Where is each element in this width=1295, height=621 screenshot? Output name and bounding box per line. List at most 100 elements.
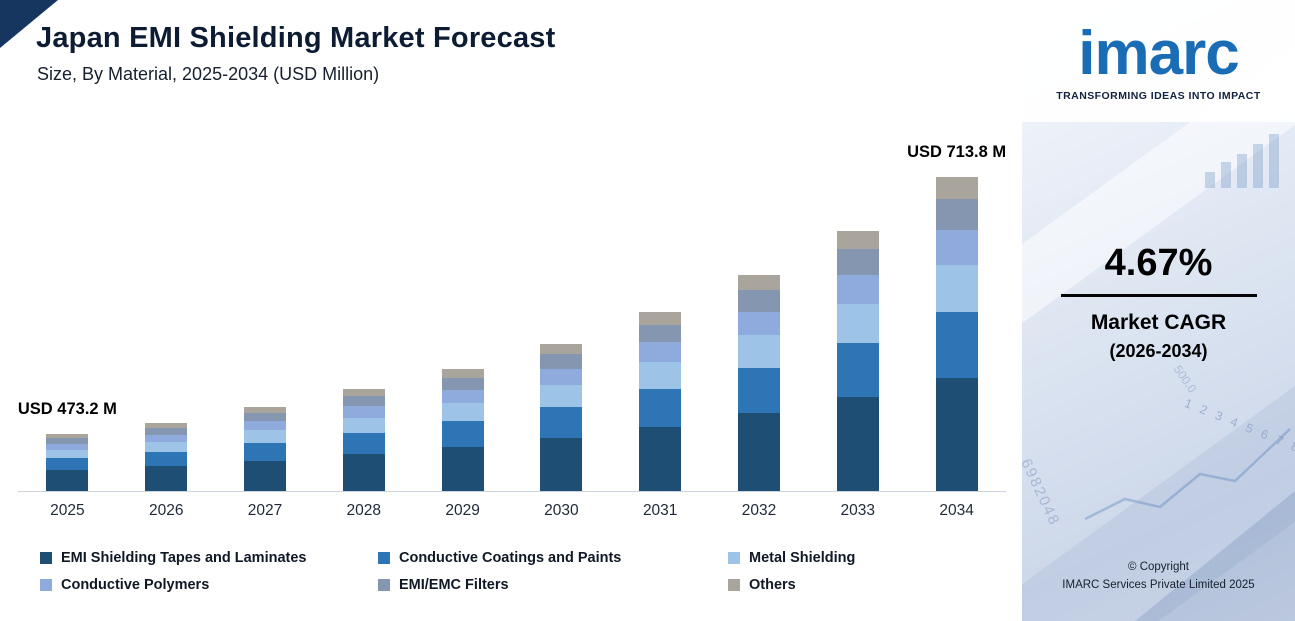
decor-numbers: 6982048: [1022, 456, 1064, 529]
bar-segment-emi-emc-filters: [243, 412, 286, 422]
legend-item-metal-shielding: Metal Shielding: [728, 550, 1005, 566]
bar-segment-emi-shielding-tapes-and-laminates: [441, 447, 484, 491]
bar-segment-conductive-coatings-and-paints: [540, 407, 583, 439]
bar-segment-others: [737, 275, 780, 291]
bar-segment-others: [145, 423, 188, 428]
decor-numbers: 500.0: [1170, 362, 1200, 396]
cagr-period: (2026-2034): [1109, 341, 1208, 361]
page-title: Japan EMI Shielding Market Forecast: [36, 22, 556, 54]
bar-segment-conductive-polymers: [243, 421, 286, 431]
legend-label: Others: [749, 577, 796, 593]
legend-label: EMI/EMC Filters: [399, 577, 509, 593]
decor-line-chart-icon: [1085, 428, 1291, 521]
bar-segment-metal-shielding: [46, 449, 89, 459]
legend-label: Metal Shielding: [749, 550, 856, 566]
bar-segment-conductive-coatings-and-paints: [441, 421, 484, 448]
stacked-bar-2031: [639, 312, 682, 491]
chart: USD 473.2 M USD 713.8 M 2025 2026 2027 2028 2…: [18, 140, 1006, 520]
bar-segment-conductive-coatings-and-paints: [737, 367, 780, 414]
imarc-logo-block: imarc TRANSFORMING IDEAS INTO IMPACT: [1022, 0, 1295, 122]
bar-cell-2029: [413, 140, 512, 491]
imarc-tagline: TRANSFORMING IDEAS INTO IMPACT: [1056, 89, 1261, 102]
stacked-bar-2028: [342, 389, 385, 491]
x-tick-2033: 2033: [840, 502, 876, 519]
bar-segment-emi-emc-filters: [639, 324, 682, 343]
bar-cell-2031: [611, 140, 710, 491]
bar-segment-conductive-polymers: [836, 275, 879, 304]
bar-segment-conductive-polymers: [540, 368, 583, 386]
bar-cell-2028: [314, 140, 413, 491]
x-tick-2031: 2031: [642, 502, 678, 519]
cagr-label: Market CAGR: [1090, 311, 1227, 334]
bar-segment-conductive-polymers: [342, 406, 385, 418]
stacked-bar-2032: [737, 275, 780, 491]
bar-segment-emi-emc-filters: [540, 354, 583, 369]
bar-segment-others: [342, 389, 385, 397]
x-tick-2029: 2029: [445, 502, 480, 519]
bar-segment-emi-shielding-tapes-and-laminates: [540, 438, 583, 491]
bar-segment-others: [441, 369, 484, 378]
bar-segment-conductive-polymers: [145, 434, 188, 443]
bar-segment-emi-emc-filters: [46, 437, 89, 444]
bar-segment-emi-emc-filters: [935, 198, 978, 231]
copyright-line-2: IMARC Services Private Limited 2025: [1062, 579, 1255, 592]
decor-bar-chart-icon: [1205, 134, 1279, 188]
legend-item-conductive-polymers: Conductive Polymers: [40, 577, 378, 593]
bar-segment-metal-shielding: [145, 442, 188, 453]
bar-segment-emi-shielding-tapes-and-laminates: [639, 426, 682, 491]
legend-item-emi-shielding-tapes-and-laminates: EMI Shielding Tapes and Laminates: [40, 550, 378, 566]
copyright: © Copyright IMARC Services Private Limit…: [1022, 559, 1295, 595]
x-tick-2034: 2034: [939, 502, 974, 519]
bar-cell-2025: [18, 140, 117, 491]
x-tick-2028: 2028: [346, 502, 382, 519]
legend-label: Conductive Polymers: [61, 577, 210, 593]
legend-item-conductive-coatings-and-paints: Conductive Coatings and Paints: [378, 550, 728, 566]
bar-segment-others: [836, 231, 879, 250]
bar-segment-emi-emc-filters: [145, 427, 188, 435]
legend-label: EMI Shielding Tapes and Laminates: [61, 550, 307, 566]
bar-segment-metal-shielding: [441, 403, 484, 422]
legend-swatch-metal-shielding: [728, 552, 740, 564]
stacked-bar-2030: [540, 344, 583, 491]
stacked-bar-2025: [46, 434, 89, 491]
bar-segment-conductive-coatings-and-paints: [243, 443, 286, 461]
bar-segment-others: [935, 177, 978, 199]
bar-segment-metal-shielding: [639, 362, 682, 389]
stacked-bar-2033: [836, 231, 879, 491]
legend-item-emi-emc-filters: EMI/EMC Filters: [378, 577, 728, 593]
bar-segment-others: [46, 434, 89, 438]
bar-segment-emi-shielding-tapes-and-laminates: [342, 454, 385, 491]
bar-segment-others: [243, 407, 286, 413]
bar-segment-conductive-coatings-and-paints: [935, 312, 978, 378]
bar-segment-emi-shielding-tapes-and-laminates: [145, 466, 188, 491]
value-label-2034: USD 713.8 M: [907, 143, 1007, 161]
bar-cell-2033: [808, 140, 907, 491]
bar-segment-metal-shielding: [243, 430, 286, 444]
legend-item-others: Others: [728, 577, 1005, 593]
legend-swatch-emi-emc-filters: [378, 579, 390, 591]
legend-label: Conductive Coatings and Paints: [399, 550, 622, 566]
bar-segment-emi-emc-filters: [342, 396, 385, 407]
legend-swatch-conductive-polymers: [40, 579, 52, 591]
bar-segment-metal-shielding: [935, 264, 978, 312]
corner-triangle-decoration: [0, 0, 58, 48]
bar-segment-metal-shielding: [540, 385, 583, 408]
bar-segment-conductive-polymers: [639, 342, 682, 363]
copyright-line-1: © Copyright: [1128, 561, 1189, 574]
bar-segment-conductive-coatings-and-paints: [836, 342, 879, 398]
bar-segment-conductive-coatings-and-paints: [639, 388, 682, 427]
plot-area: USD 473.2 M USD 713.8 M: [18, 140, 1006, 492]
stacked-bar-2029: [441, 369, 484, 491]
bar-segment-metal-shielding: [342, 417, 385, 433]
bar-segment-conductive-coatings-and-paints: [145, 452, 188, 467]
legend-swatch-emi-shielding-tapes-and-laminates: [40, 552, 52, 564]
brand-sidebar: 6982048 1 2 3 4 5 6 7 8 9 500.0 imarc TR…: [1022, 0, 1295, 621]
bar-segment-emi-shielding-tapes-and-laminates: [935, 377, 978, 491]
value-label-2025: USD 473.2 M: [17, 400, 117, 418]
bar-segment-conductive-coatings-and-paints: [46, 458, 89, 471]
bar-segment-conductive-polymers: [46, 443, 89, 450]
cagr-value: 4.67%: [1104, 242, 1213, 284]
x-tick-2025: 2025: [50, 502, 85, 519]
bar-segment-metal-shielding: [737, 335, 780, 368]
